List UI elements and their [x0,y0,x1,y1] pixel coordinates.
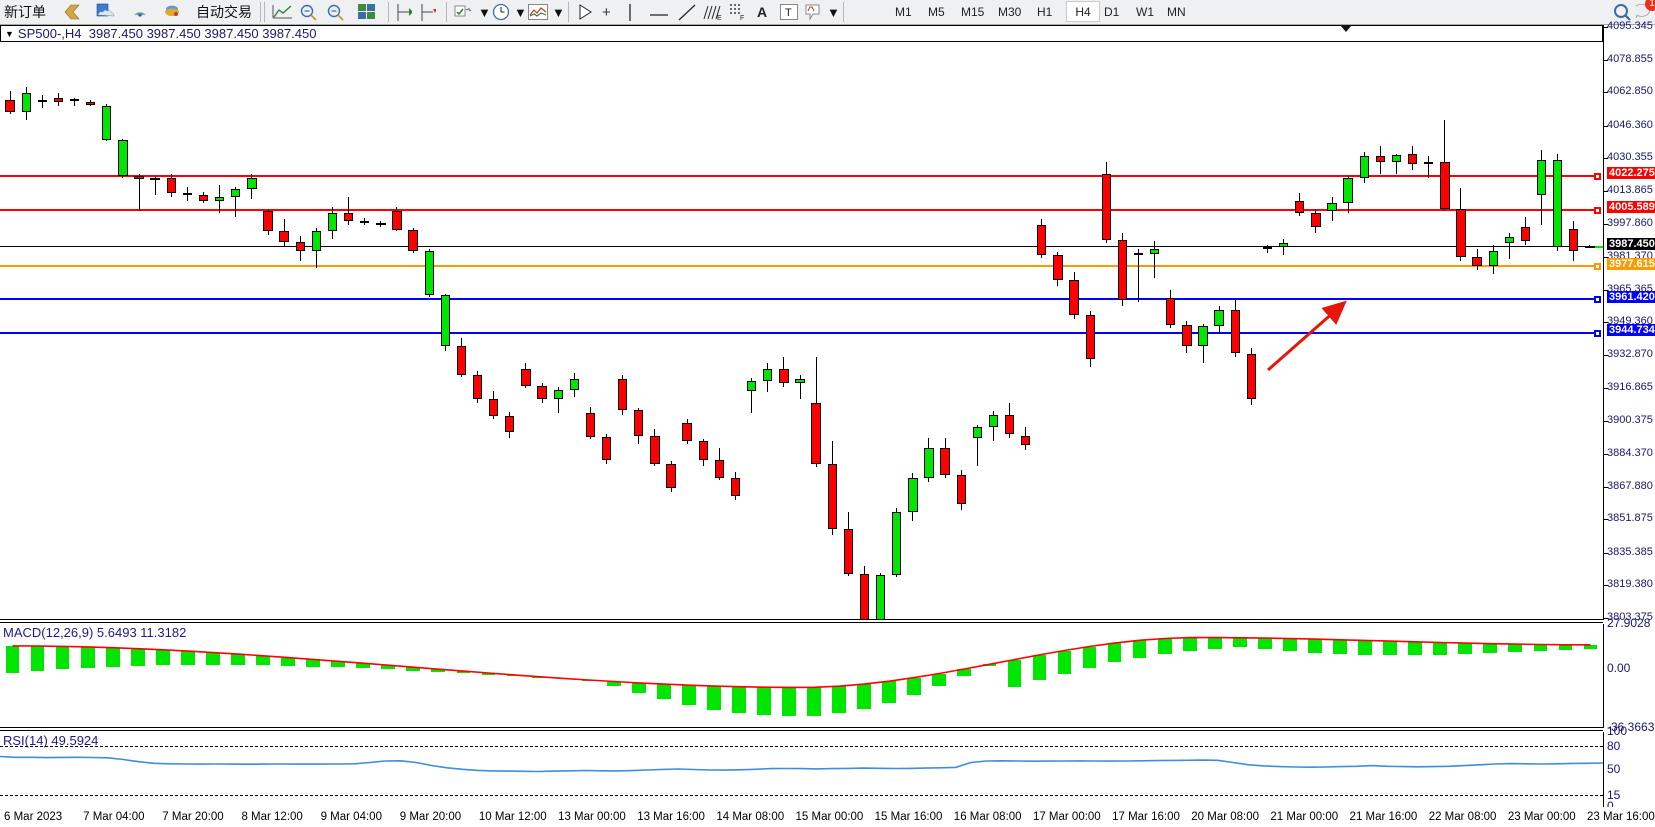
svg-text:F: F [740,15,744,20]
svg-text:T: T [785,7,792,19]
svg-text:E: E [717,15,722,20]
